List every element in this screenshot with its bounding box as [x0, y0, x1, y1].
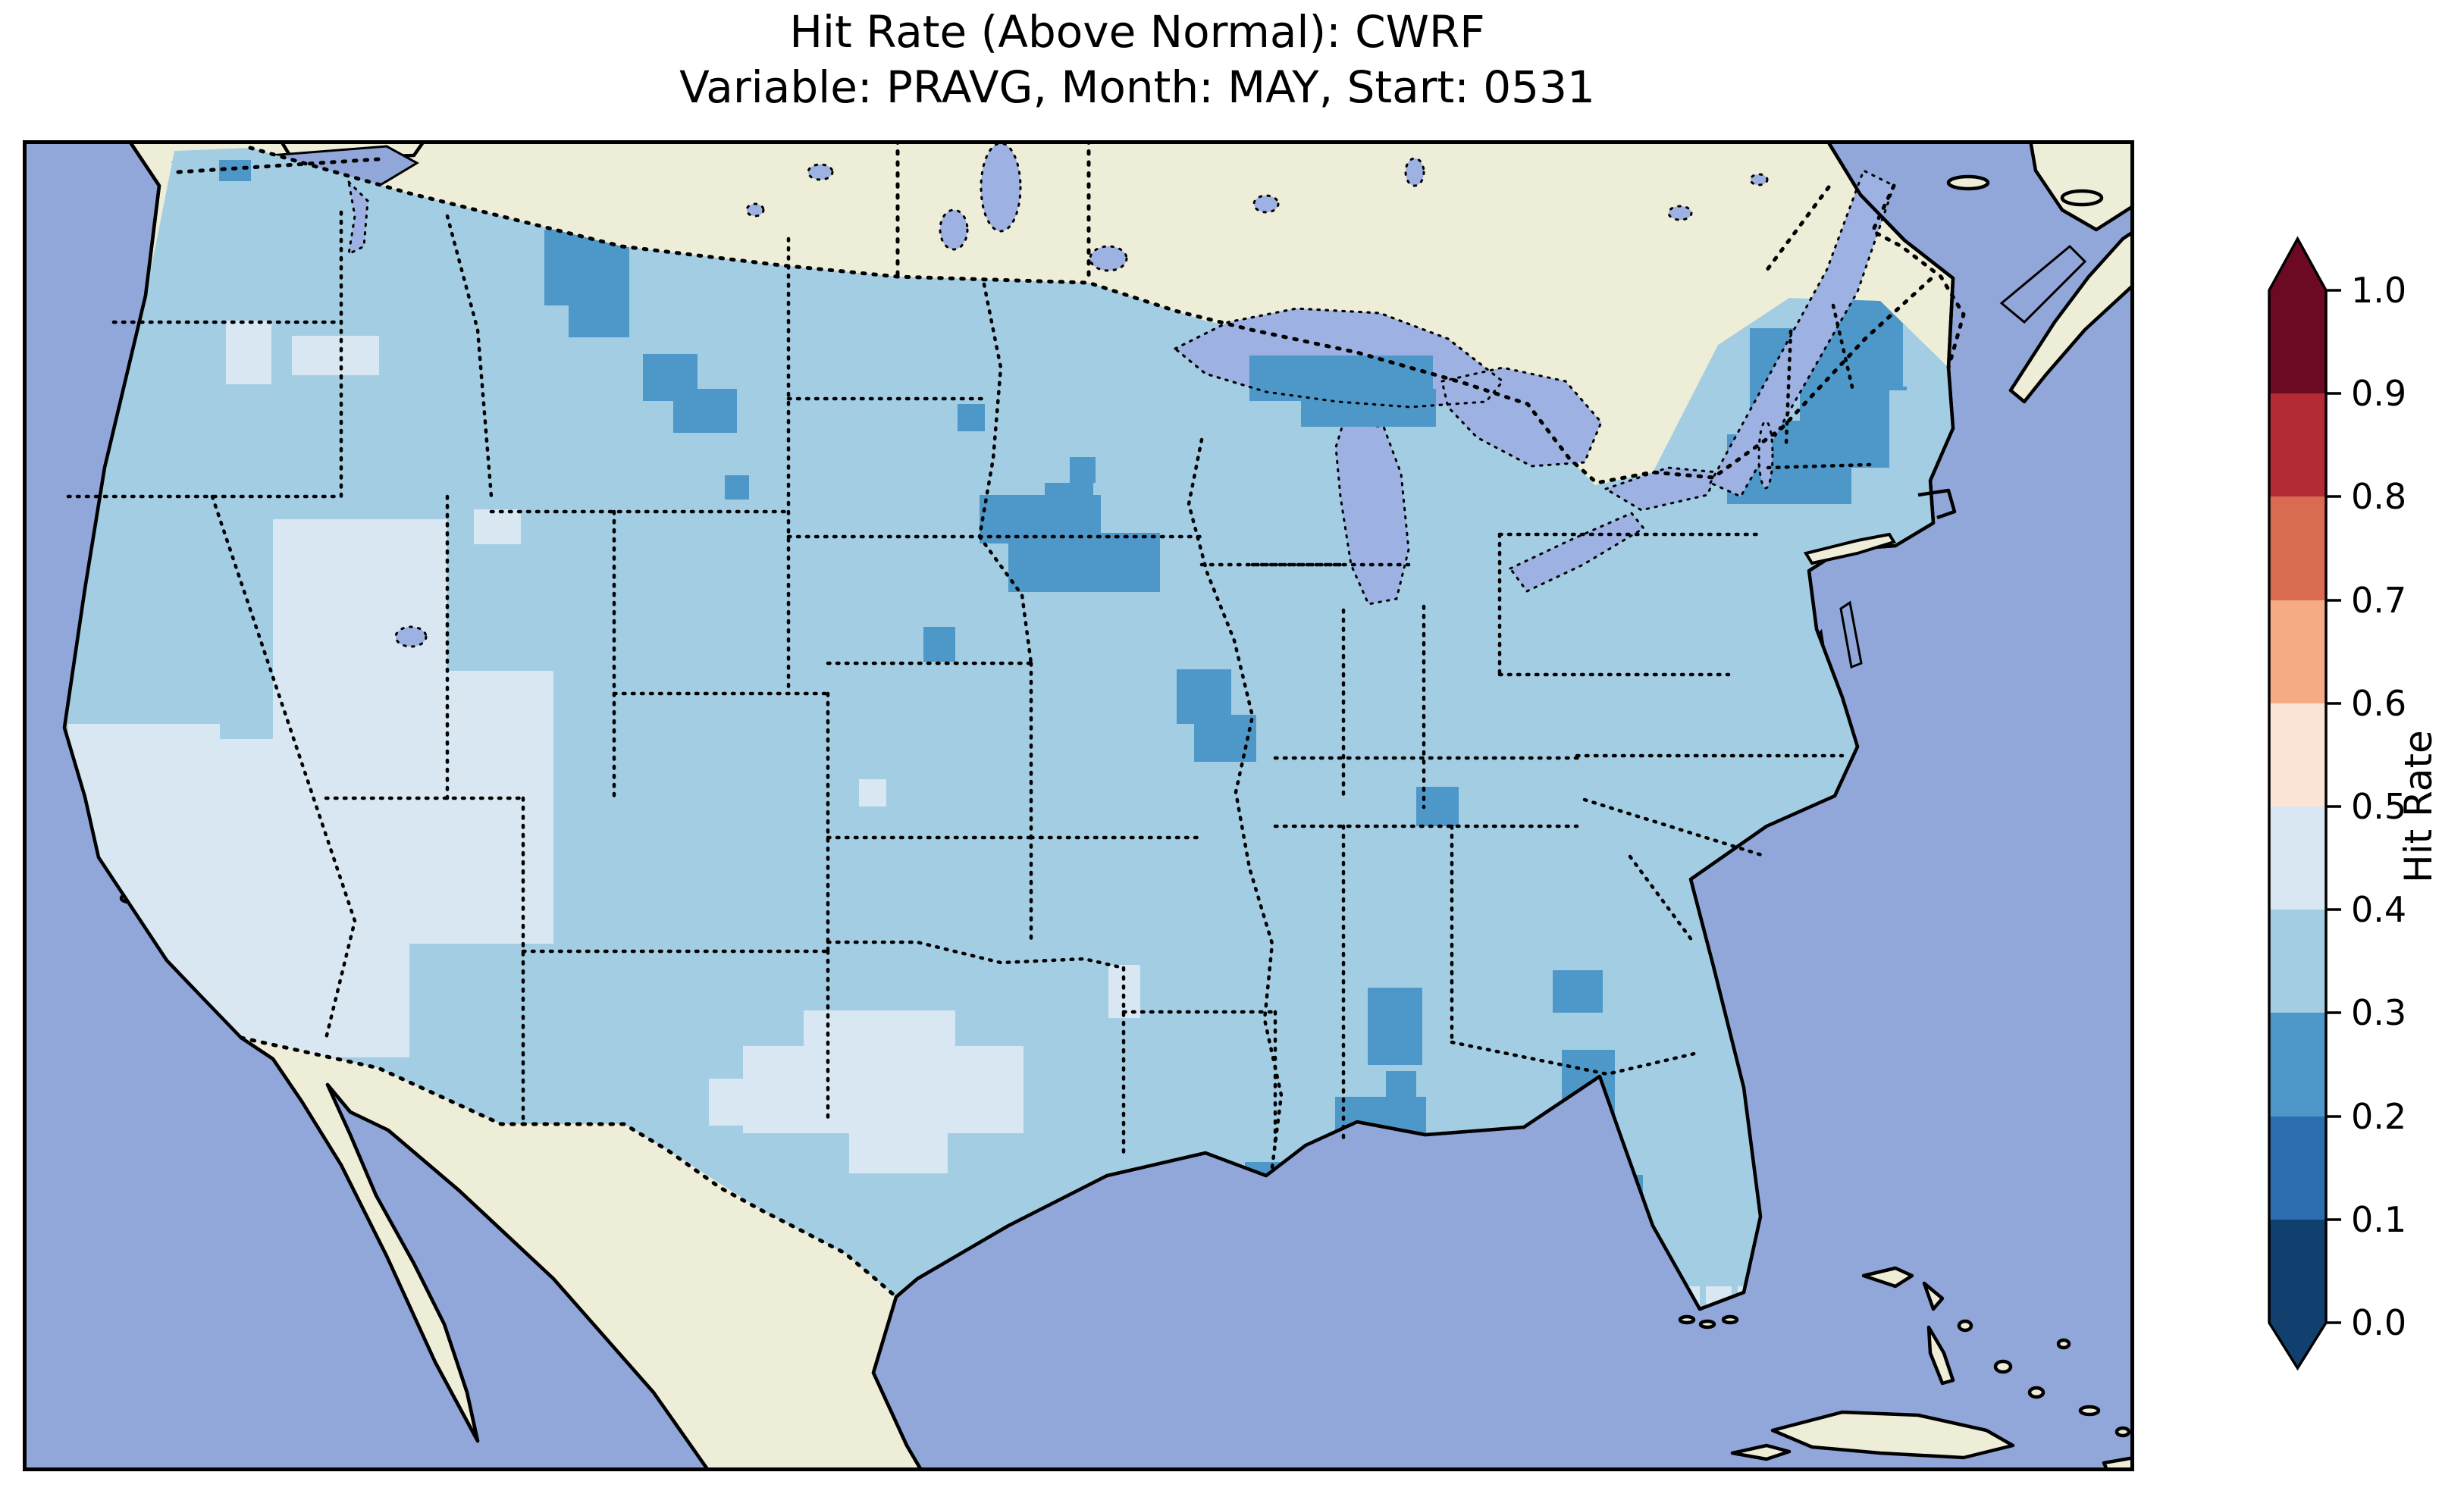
coastline-overlay: [62, 140, 1957, 1471]
canada-lake-2: [1404, 157, 1425, 187]
title-block: Hit Rate (Above Normal): CWRF Variable: …: [679, 5, 1595, 115]
florida-key-1: [1678, 1314, 1696, 1325]
nova-scotia: [2008, 229, 2134, 404]
chart-subtitle: Variable: PRAVG, Month: MAY, Start: 0531: [679, 61, 1595, 114]
lakes-group: [346, 142, 1895, 648]
lake-winnipeg: [980, 142, 1022, 233]
lake-huron: [1440, 366, 1603, 468]
border-ca-nv-az: [210, 494, 357, 1041]
border-mn-west: [977, 282, 1003, 539]
tick-0.3: 0.3: [2351, 992, 2406, 1033]
border-quebec-nb: [1764, 185, 1831, 273]
canada-lake-1: [1252, 194, 1280, 214]
tick-0.4: 0.4: [2351, 889, 2406, 930]
canada-lake-3: [1667, 205, 1693, 221]
bahama-islet-2: [1993, 1359, 2013, 1374]
abaco-island: [1922, 1281, 1945, 1311]
colorbar-axis-label: Hit Rate: [2397, 730, 2440, 883]
lake-manitoba: [939, 208, 969, 251]
border-juan-de-fuca: [176, 157, 381, 174]
border-us-canada: [248, 146, 1936, 485]
state-borders: [66, 210, 1872, 1170]
bahama-islet-4: [2056, 1338, 2071, 1350]
border-ma-south: [1766, 462, 1872, 470]
florida-key-3: [1721, 1314, 1739, 1325]
border-ok-tx: [826, 940, 1126, 970]
newfoundland-corner-land: [2028, 140, 2134, 232]
colorbar-segments: [2269, 239, 2326, 1368]
canada-lake-4: [807, 163, 834, 181]
country-borders: [176, 140, 1966, 1299]
colorbar-tick-labels: 1.0 0.9 0.8 0.7 0.6 0.5 0.4 0.3 0.2 0.1 …: [2351, 270, 2406, 1343]
border-us-mexico: [239, 1035, 898, 1299]
andros-exuma-chain: [1926, 1325, 1955, 1386]
bahama-islet-6: [2114, 1426, 2131, 1438]
florida-key-2: [1698, 1319, 1716, 1330]
canada-lake-6: [1749, 173, 1769, 186]
anticosti-island: [1946, 174, 1990, 191]
border-me-nh: [1831, 303, 1855, 393]
colorbar-arrow-bottom: [2269, 1323, 2326, 1368]
bahama-islet-1: [1957, 1319, 1973, 1333]
tick-0.8: 0.8: [2351, 476, 2406, 517]
bay-of-fundy: [1999, 244, 2087, 324]
lake-superior-outline-overlay: [1173, 307, 1505, 409]
border-mississippi-river: [1187, 437, 1284, 1170]
colorbar-ticks: [2326, 289, 2341, 1324]
lake-of-the-woods: [1089, 245, 1128, 272]
cuba: [1770, 1410, 2015, 1460]
lake-champlain: [1757, 420, 1774, 490]
colorbar: 1.0 0.9 0.8 0.7 0.6 0.5 0.4 0.3 0.2 0.1 …: [2268, 236, 2440, 1371]
lake-michigan: [1334, 421, 1410, 606]
cuba-west-tip: [1730, 1443, 1792, 1461]
tick-0.9: 0.9: [2351, 373, 2406, 414]
border-fl-ga: [1450, 1040, 1697, 1076]
superior-dark-cells: [1249, 355, 1436, 427]
tick-0.0: 0.0: [2351, 1302, 2406, 1343]
grand-bahama: [1861, 1266, 1914, 1289]
delaware-bay: [1839, 600, 1863, 669]
colorbar-arrow-top: [2269, 239, 2326, 290]
puget-sound: [346, 178, 369, 256]
chart-title: Hit Rate (Above Normal): CWRF: [789, 6, 1485, 58]
bahama-islet-3: [2027, 1386, 2045, 1399]
border-sc-ga: [1628, 854, 1697, 946]
tick-1.0: 1.0: [2351, 270, 2406, 311]
hit-rate-map: [23, 140, 2134, 1471]
coastline-mainland: [62, 140, 1955, 1471]
map-frame: [23, 140, 2134, 1471]
tick-0.1: 0.1: [2351, 1199, 2406, 1240]
border-id-mt: [445, 214, 494, 499]
tick-0.6: 0.6: [2351, 683, 2406, 724]
tick-0.5: 0.5: [2351, 786, 2406, 827]
prince-edward-island: [2060, 189, 2104, 207]
cape-cod-hook: [1917, 488, 1957, 520]
border-vt-nh: [1784, 329, 1793, 446]
border-ia-ne-missouri-river: [977, 534, 1033, 666]
long-island: [1803, 532, 1897, 565]
great-salt-lake: [394, 625, 428, 648]
canada-lake-5: [745, 202, 765, 218]
tick-0.7: 0.7: [2351, 580, 2406, 621]
bahama-islet-5: [2078, 1405, 2101, 1417]
tick-0.2: 0.2: [2351, 1096, 2406, 1137]
cells-dark-0p2-0p3: [219, 160, 1907, 1248]
border-maine-canada: [1870, 183, 1966, 370]
